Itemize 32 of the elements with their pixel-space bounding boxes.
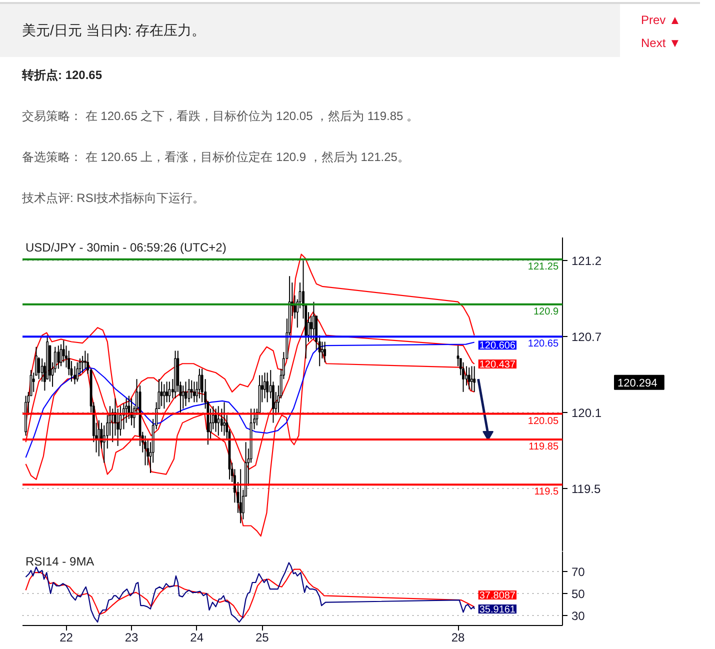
x-tick-label: 25 — [255, 630, 270, 644]
y-tick-label: 50 — [572, 587, 586, 602]
x-tick-label: 28 — [451, 630, 466, 644]
ref-line-label: 121.25 — [528, 261, 559, 272]
text: Next ▼ — [641, 35, 681, 51]
text: 美元/日元 当日内: 存在压力。 — [22, 21, 206, 39]
x-tick-label: 22 — [60, 630, 74, 644]
ref-line-label: 120.05 — [528, 416, 559, 427]
text: 技术点评: RSI技术指标向下运行。 — [22, 190, 205, 206]
text: 转折点: 120.65 — [22, 67, 102, 83]
y-tick-label: 121.2 — [572, 254, 602, 268]
x-tick-label: 24 — [190, 630, 204, 644]
ref-line-label: 120.65 — [528, 338, 559, 350]
x-tick-label: 23 — [124, 630, 139, 644]
ref-line-label: 119.85 — [528, 442, 559, 453]
data-label: 35.9161 — [479, 604, 516, 616]
chart-title: RSI14 - 9MA — [26, 554, 94, 568]
text: 交易策略： 在 120.65 之下，看跌，目标价位为 120.05 ，然后为 119.85 。 — [22, 108, 419, 124]
data-label: 37.8087 — [479, 590, 516, 602]
y-tick-label: 30 — [572, 608, 586, 623]
y-tick-label: 120.7 — [572, 330, 602, 344]
chart-title: USD/JPY - 30min - 06:59:26 (UTC+2) — [26, 240, 226, 254]
text: Prev ▲ — [641, 12, 681, 28]
y-tick-label: 119.5 — [572, 482, 601, 496]
y-tick-label: 70 — [572, 565, 586, 580]
data-label: 120.606 — [479, 340, 516, 352]
text: 120.294 — [618, 377, 658, 390]
data-label: 120.437 — [479, 360, 516, 370]
text: 备选策略： 在 120.65 上，看涨，目标价位定在 120.9 ，然后为 121.25。 — [22, 149, 410, 165]
ref-line-label: 120.9 — [533, 306, 559, 318]
ref-line-label: 119.5 — [534, 486, 559, 498]
y-tick-label: 120.1 — [572, 406, 602, 420]
